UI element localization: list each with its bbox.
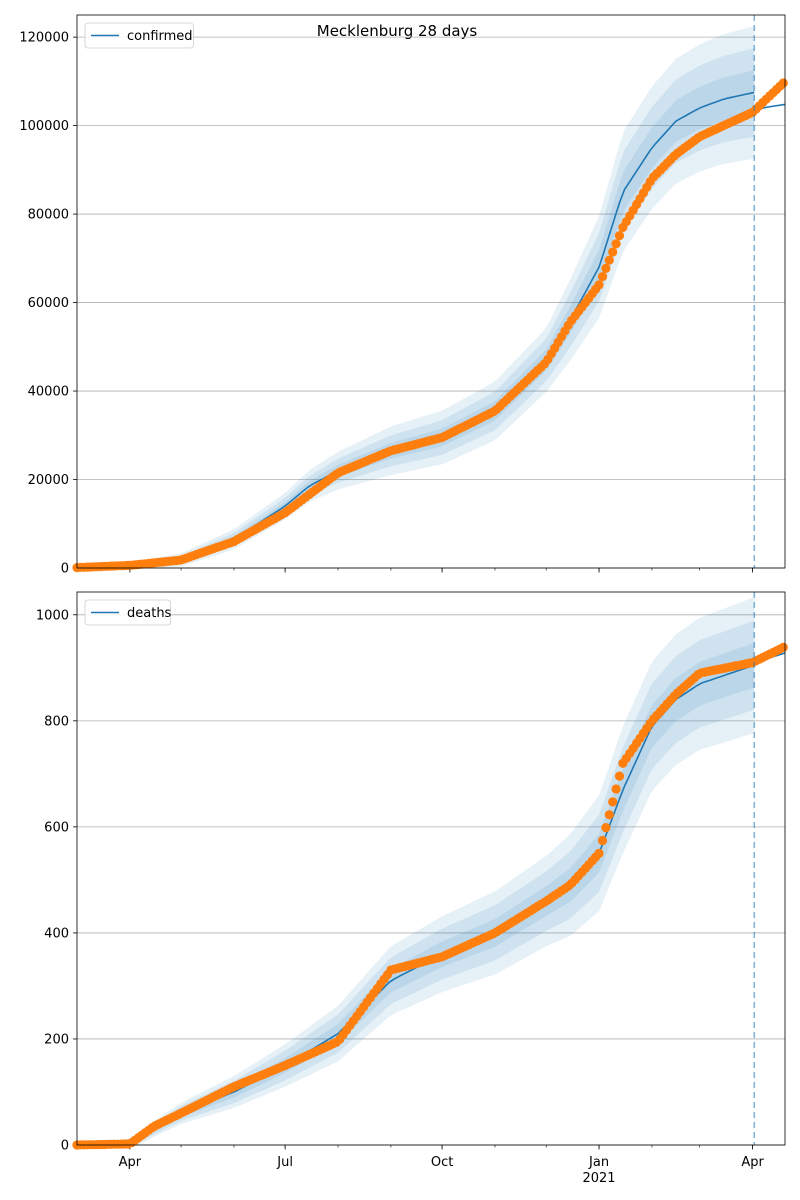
x-tick-label: Apr (741, 1155, 764, 1170)
observed-point (778, 642, 788, 653)
observed-point (597, 835, 608, 846)
observed-point (594, 848, 604, 859)
y-tick-label: 200 (44, 1032, 69, 1047)
y-tick-label: 120000 (19, 31, 69, 46)
y-tick-label: 1000 (36, 608, 69, 623)
observed-point (597, 272, 608, 282)
observed-point (611, 784, 621, 794)
confirmed-panel: 0 20000 40000 60000 80000 100000 120000 confirm… (19, 14, 788, 577)
y-tick-label: 40000 (28, 385, 69, 400)
observed-point (611, 239, 621, 249)
y-tick-label: 60000 (28, 296, 69, 311)
confidence-band (77, 620, 755, 1145)
figure-title: Mecklenburg 28 days (317, 22, 478, 40)
y-tick-label: 400 (44, 926, 69, 941)
x-tick-label: Jul (276, 1155, 293, 1170)
y-tick-label: 80000 (28, 208, 69, 223)
legend-label: deaths (127, 606, 172, 621)
y-tick-label: 600 (44, 820, 69, 835)
y-tick-label: 0 (61, 1139, 69, 1154)
confidence-band (77, 48, 755, 568)
legend: confirmed (84, 22, 194, 49)
observed-point (601, 823, 611, 833)
observed-point (614, 771, 625, 781)
observed-point (608, 247, 618, 257)
y-tick-label: 0 (61, 562, 69, 577)
observed-point (614, 231, 625, 241)
confidence-band (77, 26, 755, 569)
legend-box (84, 599, 171, 626)
axes-frame (76, 591, 786, 1146)
x-tick-label: Apr (119, 1155, 142, 1170)
x-tick-label: Oct (431, 1155, 453, 1170)
observed-point (594, 280, 604, 290)
x-tick-sublabel: 2021 (582, 1171, 615, 1186)
legend: deaths (84, 599, 172, 626)
y-tick-label: 100000 (19, 119, 69, 134)
y-tick-label: 20000 (28, 473, 69, 488)
observed-point (604, 255, 614, 265)
observed-point (601, 263, 611, 273)
y-tick-label: 800 (44, 714, 69, 729)
axes-frame (76, 14, 786, 569)
legend-label: confirmed (127, 29, 193, 44)
observed-point (608, 797, 618, 807)
observed-point (604, 810, 614, 820)
confidence-band (77, 597, 755, 1145)
legend-box (84, 22, 194, 49)
x-tick-label: Jan (588, 1155, 609, 1170)
confidence-band (77, 70, 755, 568)
observed-point (778, 78, 788, 88)
